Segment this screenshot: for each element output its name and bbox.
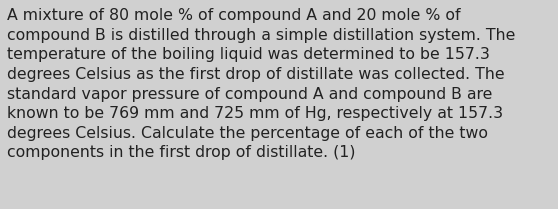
Text: A mixture of 80 mole % of compound A and 20 mole % of
compound B is distilled th: A mixture of 80 mole % of compound A and… bbox=[7, 8, 516, 160]
